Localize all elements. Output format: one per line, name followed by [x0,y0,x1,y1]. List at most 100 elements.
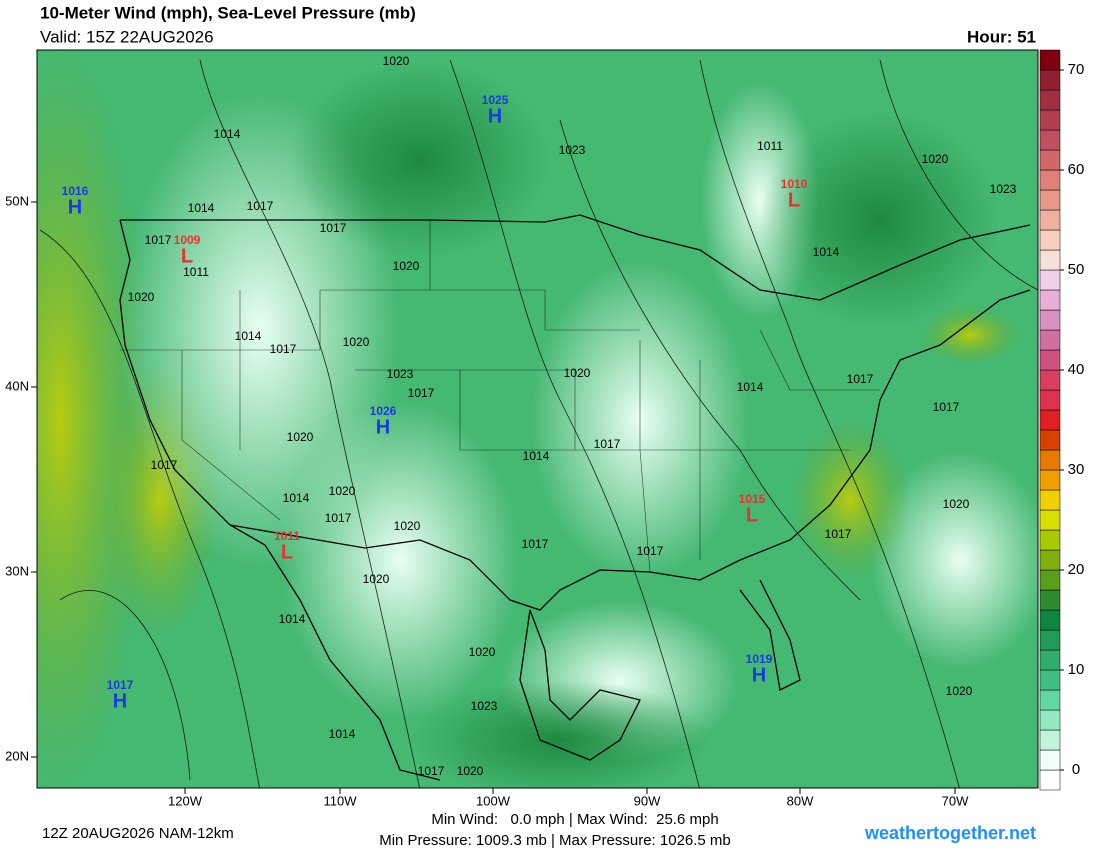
pressure-value: 1009 [174,233,201,247]
isobar-label: 1020 [393,259,420,273]
colorbar-bin [1039,649,1061,671]
colorbar-bin [1039,189,1061,211]
colorbar-bin [1039,609,1061,631]
pressure-center: H [113,690,127,712]
colorbar-bin [1039,669,1061,691]
colorbar-bin [1039,429,1061,451]
pressure-value: 1016 [62,184,89,198]
colorbar-bin [1039,589,1061,611]
pressure-value: 1026 [370,404,397,418]
colorbar-label: 70 [1068,61,1085,78]
pressure-value: 1010 [781,177,808,191]
colorbar-bin [1039,629,1061,651]
colorbar-bin [1039,169,1061,191]
valid-time: Valid: 15Z 22AUG2026 [40,27,214,46]
colorbar-bin [1039,329,1061,351]
pressure-center: L [746,504,758,526]
isobar-label: 1014 [813,245,840,259]
colorbar-bin [1039,709,1061,731]
pressure-center: L [281,541,293,563]
lon-label: 110W [324,793,358,808]
isobar-label: 1014 [188,201,215,215]
pressure-value: 1015 [739,492,766,506]
model-run: 12Z 20AUG2026 NAM-12km [42,825,234,842]
colorbar-bin [1039,209,1061,231]
pressure-center: L [181,245,193,267]
isobar-label: 1014 [523,449,550,463]
isobar-label: 1020 [363,572,390,586]
colorbar-bin [1039,769,1061,791]
lat-label: 50N [5,193,29,208]
pressure-value: 1017 [107,678,134,692]
isobar-label: 1014 [283,491,310,505]
map-frame [36,49,1039,789]
colorbar-label: 20 [1068,561,1085,578]
isobar-label: 1023 [471,699,498,713]
lon-label: 90W [634,793,661,808]
isobar-label: 1017 [933,400,960,414]
pressure-value: 1011 [274,529,300,543]
colorbar-bin [1039,729,1061,751]
pressure-center: H [488,105,502,127]
forecast-hour: Hour: 51 [967,27,1036,46]
lat-label: 40N [5,378,29,393]
colorbar-bin [1039,409,1061,431]
colorbar-bin [1039,49,1061,71]
colorbar-label: 40 [1068,361,1085,378]
isobar-label: 1017 [270,342,297,356]
pressure-center: H [752,664,766,686]
isobar-label: 1017 [637,544,664,558]
colorbar-bin [1039,529,1061,551]
colorbar-label: 10 [1068,661,1085,678]
isobar-label: 1020 [922,152,949,166]
isobar-label: 1014 [279,612,306,626]
colorbar-bin [1039,149,1061,171]
colorbar-bin [1039,129,1061,151]
colorbar-bin [1039,349,1061,371]
isobar-label: 1020 [946,684,973,698]
isobar-label: 1020 [457,764,484,778]
isobar-label: 1014 [329,727,356,741]
isobar-label: 1020 [469,645,496,659]
isobar-label: 1020 [287,430,314,444]
map-field [37,50,1038,788]
isobar-label: 1011 [183,265,209,279]
colorbar-bin [1039,269,1061,291]
isobar-label: 1020 [128,290,155,304]
colorbar-label: 0 [1072,761,1080,778]
isobar-label: 1017 [418,764,445,778]
colorbar-label: 30 [1068,461,1085,478]
pressure-range: Min Pressure: 1009.3 mb | Max Pressure: … [379,832,731,849]
isobar-label: 1017 [522,537,549,551]
isobar-label: 1020 [564,366,591,380]
isobar-label: 1023 [559,143,586,157]
colorbar-bin [1039,749,1061,771]
isobar-label: 1020 [943,497,970,511]
isobar-label: 1017 [145,233,172,247]
wind-range: Min Wind: 0.0 mph | Max Wind: 25.6 mph [431,811,718,828]
lat-label: 30N [5,563,29,578]
lat-label: 20N [5,748,29,763]
colorbar-bin [1039,689,1061,711]
isobar-label: 1014 [737,380,764,394]
isobar-label: 1017 [325,511,352,525]
pressure-value: 1025 [482,93,509,107]
site-link[interactable]: weathertogether.net [864,823,1036,843]
colorbar-bin [1039,229,1061,251]
colorbar-bin [1039,89,1061,111]
colorbar-bin [1039,69,1061,91]
isobar-label: 1017 [151,458,178,472]
colorbar-bin [1039,369,1061,391]
pressure-center: L [788,189,800,211]
isobar-label: 1017 [825,527,852,541]
colorbar-bin [1039,549,1061,571]
colorbar-label: 50 [1068,261,1085,278]
colorbar-bin [1039,109,1061,131]
colorbar-bin [1039,489,1061,511]
lon-label: 100W [476,793,511,808]
lon-label: 70W [942,793,969,808]
colorbar-bin [1039,289,1061,311]
isobar-label: 1020 [343,335,370,349]
